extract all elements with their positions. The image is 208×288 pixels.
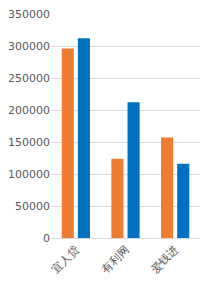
svg-text:300000: 300000: [8, 40, 50, 53]
svg-text:50000: 50000: [15, 200, 50, 213]
svg-text:250000: 250000: [8, 72, 50, 85]
svg-text:宜人贷: 宜人贷: [49, 244, 82, 277]
svg-text:100000: 100000: [8, 168, 50, 181]
svg-text:有利网: 有利网: [99, 244, 132, 277]
svg-text:0: 0: [43, 232, 50, 245]
svg-text:150000: 150000: [8, 136, 50, 149]
svg-text:爱钱进: 爱钱进: [149, 244, 182, 277]
svg-text:200000: 200000: [8, 104, 50, 117]
svg-text:350000: 350000: [8, 8, 50, 21]
